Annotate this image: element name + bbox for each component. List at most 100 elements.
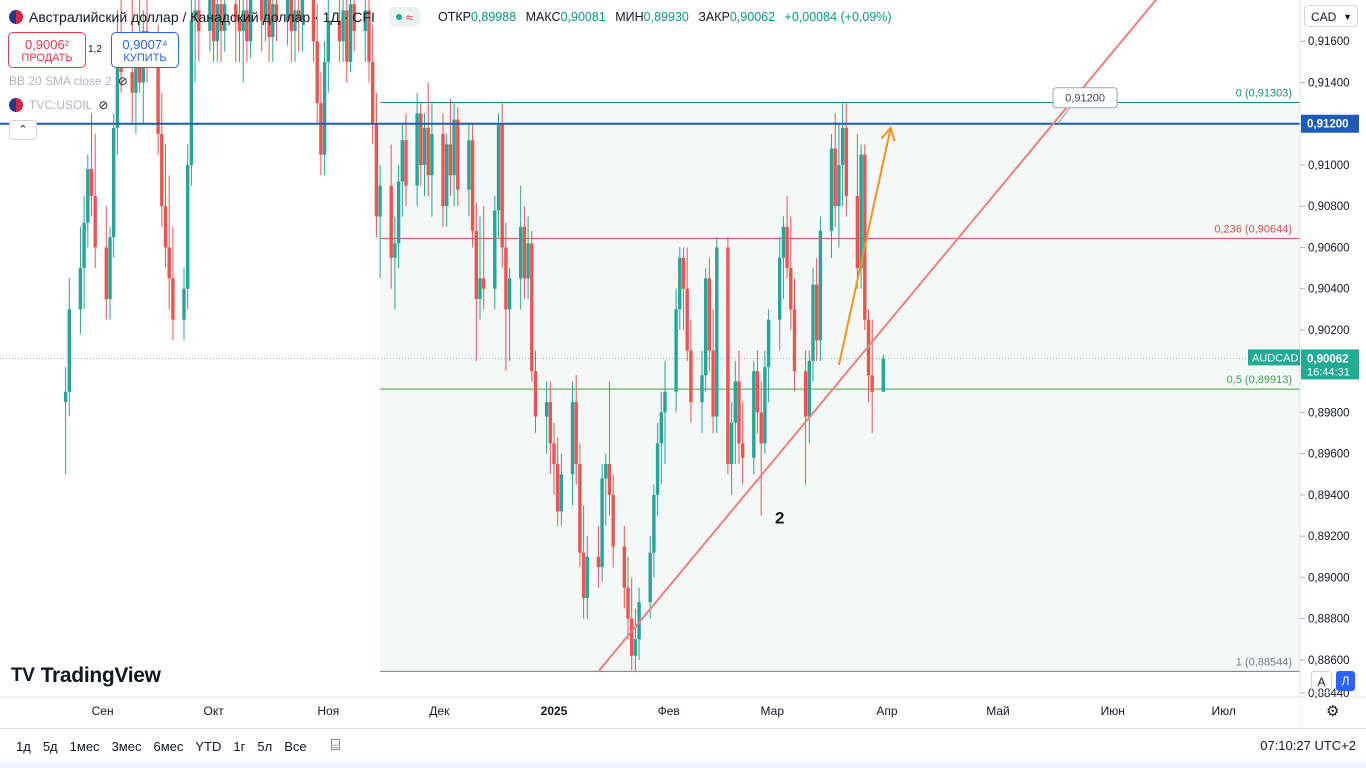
candle-body[interactable] [430,134,434,176]
candle-body[interactable] [470,140,475,231]
candle-body[interactable] [267,0,271,38]
candle-body[interactable] [707,278,712,351]
candle-body[interactable] [108,237,112,300]
candle-body[interactable] [182,288,186,320]
timeframe-ytd[interactable]: YTD [195,738,222,754]
candle-body[interactable] [530,243,534,372]
candle-body[interactable] [311,0,316,42]
candle-body[interactable] [596,556,601,568]
candle-body[interactable] [478,278,482,300]
candle-body[interactable] [600,478,604,568]
candle-body[interactable] [415,113,419,186]
candle-body[interactable] [352,4,356,31]
candle-body[interactable] [496,123,501,211]
candle-body[interactable] [844,127,848,196]
candle-body[interactable] [396,181,401,244]
candle-body[interactable] [622,546,626,588]
candle-body[interactable] [729,422,734,464]
candle-body[interactable] [448,144,453,176]
candle-body[interactable] [293,10,297,31]
candle-body[interactable] [234,4,238,21]
candle-body[interactable] [855,195,860,269]
candle-body[interactable] [552,443,556,464]
candle-body[interactable] [319,103,323,155]
last-price-tag[interactable] [1301,349,1359,380]
candle-body[interactable] [574,402,578,464]
candle-body[interactable] [367,10,371,62]
candle-body[interactable] [522,226,527,279]
point-annotation[interactable]: 2 [775,508,784,527]
candle-body[interactable] [818,230,823,341]
candle-body[interactable] [752,371,756,458]
candle-body[interactable] [363,10,367,31]
log-scale-button[interactable]: Л [1336,671,1355,691]
candle-body[interactable] [633,639,638,656]
candle-body[interactable] [419,113,423,165]
timeframe-1m[interactable]: 1мес [69,738,100,754]
candle-body[interactable] [685,288,689,351]
candle-body[interactable] [208,0,212,31]
candle-body[interactable] [345,10,349,62]
eye-off-icon[interactable]: ⊘ [117,74,128,88]
candle-body[interactable] [700,375,704,403]
candle-body[interactable] [289,0,293,31]
candle-body[interactable] [678,257,682,310]
forecast-arrow[interactable] [837,127,892,366]
candle-body[interactable] [507,278,512,310]
candle-body[interactable] [67,309,71,392]
candle-body[interactable] [766,319,771,368]
candle-body[interactable] [193,10,197,21]
auto-scale-button[interactable]: A [1311,671,1332,693]
timeframe-3m[interactable]: 3мес [111,738,142,754]
candle-body[interactable] [648,552,652,603]
candle-body[interactable] [445,144,449,207]
candle-body[interactable] [637,602,641,640]
candle-body[interactable] [300,0,305,21]
candle-body[interactable] [840,127,845,165]
candle-body[interactable] [337,20,342,42]
candle-body[interactable] [578,463,582,553]
candle-body[interactable] [482,278,486,289]
candle-body[interactable] [559,474,564,512]
timeframe-5y[interactable]: 5л [257,738,273,754]
candle-body[interactable] [393,243,397,258]
candle-body[interactable] [630,618,634,656]
timeframe-1y[interactable]: 1г [233,738,246,754]
candle-body[interactable] [811,284,815,361]
candle-body[interactable] [241,10,245,31]
buy-button[interactable]: 0,9007⁴ КУПИТЬ [111,32,179,68]
candle-body[interactable] [570,402,575,475]
candle-body[interactable] [115,41,120,128]
candle-body[interactable] [171,278,175,320]
timeframe-all[interactable]: Все [284,738,307,754]
candle-body[interactable] [348,4,353,62]
candle-body[interactable] [500,123,504,248]
candle-body[interactable] [245,10,249,42]
candle-body[interactable] [526,243,530,279]
indicator-bb[interactable]: BB 20 SMA close 2 ⊘ [9,74,128,88]
tradingview-logo[interactable]: TV TradingView [11,664,161,688]
candle-body[interactable] [655,443,660,495]
candle-body[interactable] [737,381,741,444]
candle-body[interactable] [829,148,834,231]
symbol-title[interactable]: Австралийский доллар / Канадский доллар … [29,9,375,25]
candle-body[interactable] [189,20,194,165]
candle-body[interactable] [715,247,719,417]
candle-body[interactable] [755,371,760,413]
candle-body[interactable] [237,20,242,31]
candle-body[interactable] [82,222,86,269]
timeframe-6m[interactable]: 6мес [153,738,184,754]
candle-body[interactable] [711,350,715,417]
candle-body[interactable] [556,463,560,512]
candle-body[interactable] [533,371,538,417]
candle-body[interactable] [837,164,841,207]
candle-body[interactable] [389,185,393,258]
candle-body[interactable] [263,0,268,21]
candle-body[interactable] [223,4,227,31]
candle-body[interactable] [626,587,630,619]
candle-body[interactable] [441,134,445,207]
candle-body[interactable] [504,247,508,310]
candle-body[interactable] [248,0,253,42]
horizontal-level-price-tag[interactable] [1301,114,1359,133]
candle-body[interactable] [674,309,678,392]
